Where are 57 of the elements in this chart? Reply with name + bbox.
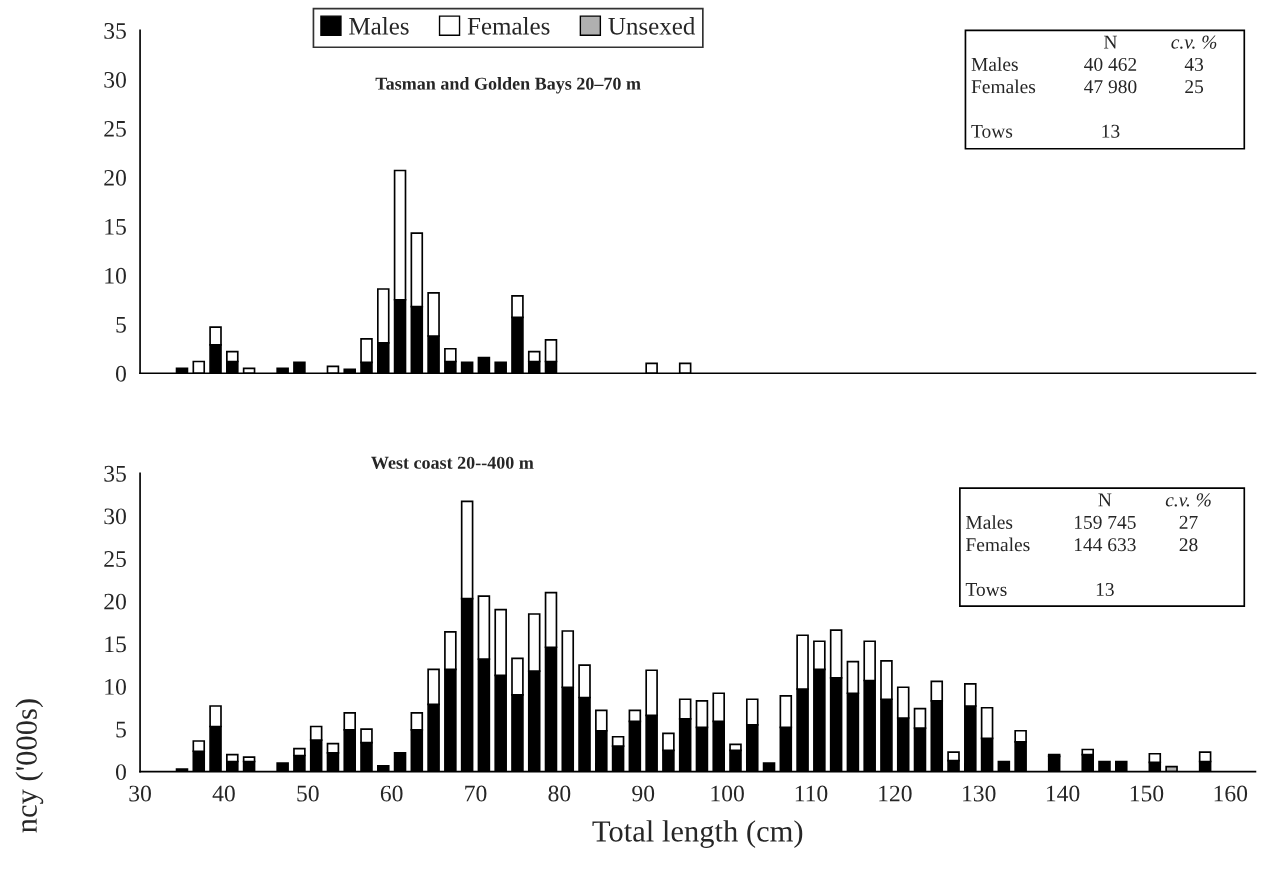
- annotation: 28: [1179, 538, 1198, 552]
- x-tick-label: 40: [212, 785, 235, 802]
- annotation: 40 462: [1084, 57, 1137, 71]
- y-tick-label: 10: [105, 678, 126, 695]
- x-tick-label: 150: [1130, 785, 1164, 802]
- y-tick-label: 15: [105, 218, 126, 235]
- annotation: c.v. %: [1171, 35, 1217, 49]
- y-tick-label: 35: [104, 465, 126, 482]
- x-tick-label: 160: [1214, 785, 1248, 802]
- y-tick-label: 5: [116, 316, 126, 333]
- annotation: Females: [966, 537, 1030, 552]
- y-axis-title: ncy ('000s): [15, 699, 44, 833]
- x-tick-label: 140: [1046, 785, 1080, 802]
- annotation: 43: [1184, 57, 1204, 71]
- annotation: Females: [971, 79, 1036, 94]
- annotation: Males: [966, 515, 1013, 529]
- annotation: 159 745: [1074, 515, 1136, 529]
- x-tick-label: 50: [297, 785, 319, 802]
- legend-label: Unsexed: [608, 17, 696, 35]
- x-axis-title: Total length (cm): [592, 820, 803, 848]
- x-tick-label: 80: [548, 785, 571, 802]
- text: Tasman and Golden Bays 20–70 m: [375, 77, 641, 94]
- annotation: 13: [1096, 582, 1114, 597]
- annotation: Tows: [971, 124, 1013, 138]
- legend-label: Males: [349, 17, 409, 35]
- y-tick-label: 0: [115, 365, 126, 382]
- annotation: 27: [1179, 515, 1198, 529]
- y-tick-label: 20: [104, 593, 126, 610]
- annotation: Males: [971, 57, 1018, 71]
- y-tick-label: 25: [104, 120, 126, 137]
- y-tick-label: 35: [104, 23, 126, 39]
- annotation: 13: [1102, 124, 1120, 138]
- y-tick-label: 5: [116, 721, 126, 738]
- annotation: N: [1103, 35, 1118, 49]
- annotation: Tows: [965, 583, 1007, 597]
- x-tick-label: 30: [129, 785, 151, 802]
- y-tick-label: 0: [115, 764, 126, 781]
- y-tick-label: 20: [104, 169, 126, 186]
- y-tick-label: 15: [105, 636, 126, 653]
- x-tick-label: 90: [632, 785, 655, 802]
- legend-label: Females: [467, 17, 550, 35]
- annotation: N: [1098, 493, 1112, 507]
- chart-title: West coast 20--400 m: [371, 456, 534, 469]
- x-tick-label: 60: [380, 785, 403, 802]
- y-tick-label: 30: [104, 71, 126, 88]
- annotation: 25: [1185, 80, 1204, 94]
- y-tick-label: 25: [104, 551, 126, 567]
- y-tick-label: 30: [104, 508, 126, 525]
- x-tick-label: 120: [879, 785, 912, 802]
- x-tick-label: 70: [465, 785, 487, 802]
- y-tick-label: 10: [105, 267, 126, 284]
- annotation: 47 980: [1084, 80, 1137, 94]
- x-tick-label: 130: [963, 785, 996, 802]
- annotation: c.v. %: [1165, 493, 1211, 507]
- annotation: 144 633: [1074, 538, 1136, 552]
- x-tick-label: 110: [795, 785, 828, 802]
- x-tick-label: 100: [711, 785, 744, 802]
